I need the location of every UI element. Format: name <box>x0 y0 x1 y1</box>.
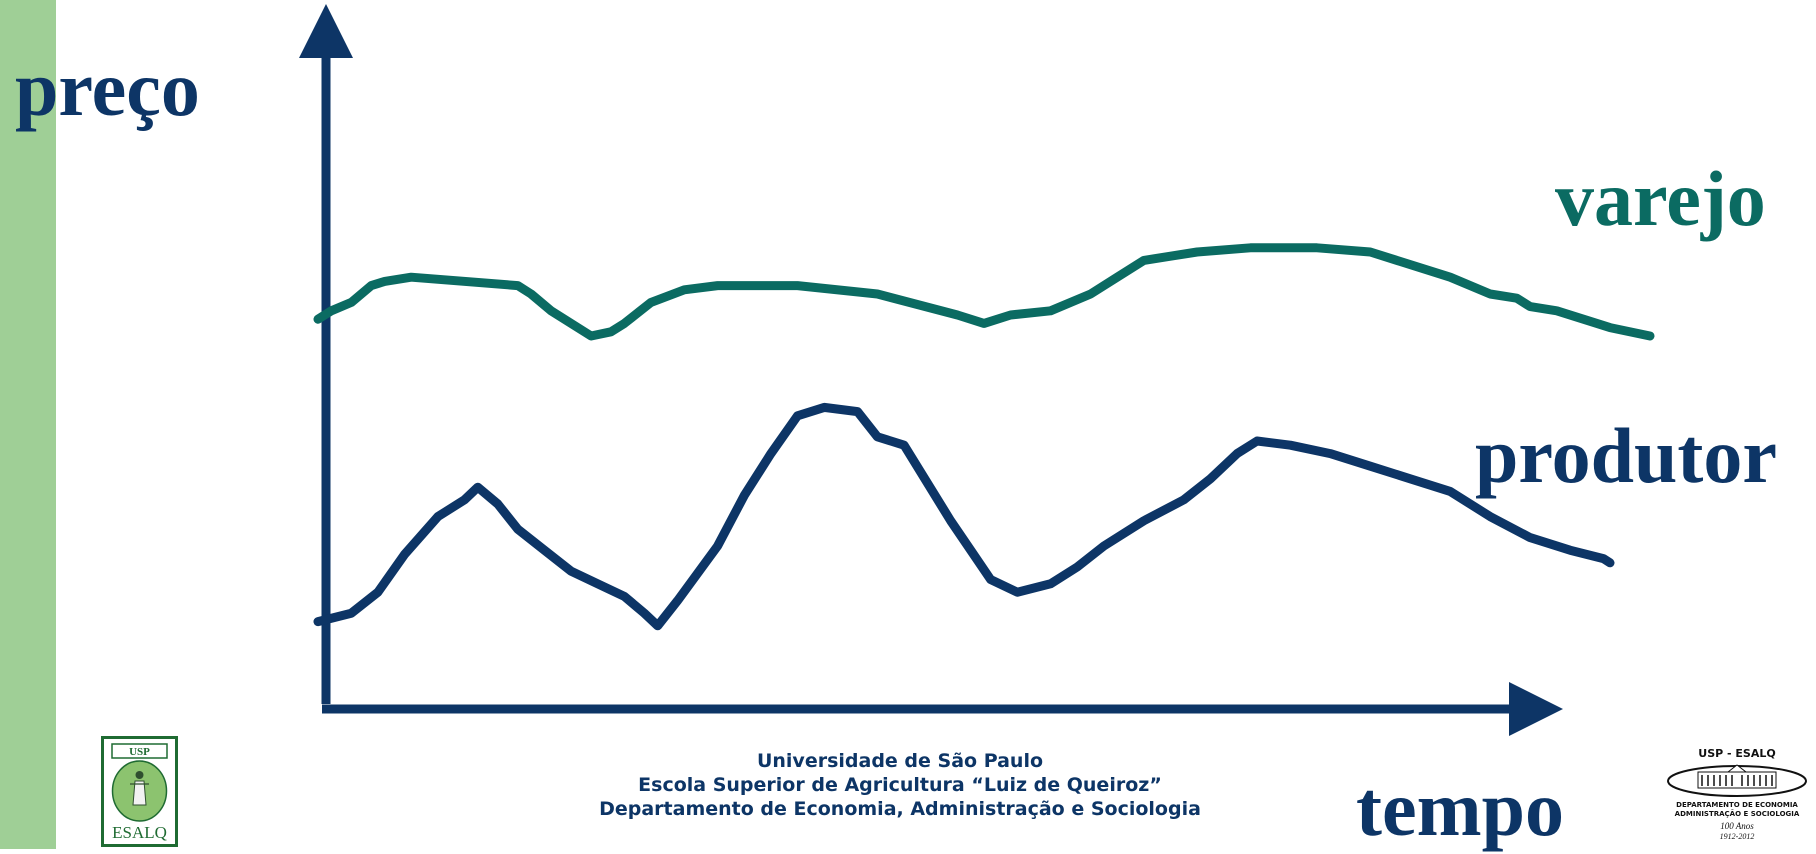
logo-right-years: 100 Anos <box>1720 821 1754 831</box>
footer-school: Escola Superior de Agricultura “Luiz de … <box>638 774 1162 796</box>
footer-university: Universidade de São Paulo <box>756 750 1044 772</box>
footer-department: Departamento de Economia, Administração … <box>599 798 1201 820</box>
logo-esalq-text: ESALQ <box>112 823 167 842</box>
institution-footer: Universidade de São Paulo Escola Superio… <box>560 749 1240 821</box>
y-axis-label: preço <box>15 45 200 132</box>
x-axis-label: tempo <box>1356 765 1564 852</box>
series-line-produtor <box>313 402 1615 631</box>
logo-right-dept-line1: DEPARTAMENTO DE ECONOMIA <box>1676 801 1798 809</box>
series-line-varejo <box>313 243 1655 341</box>
logo-usp-text: USP <box>129 746 150 758</box>
logo-right-title: USP - ESALQ <box>1698 747 1775 760</box>
esalq-logo: USP ESALQ <box>101 736 178 847</box>
logo-right-period: 1912-2012 <box>1720 832 1755 841</box>
series-label-varejo: varejo <box>1555 155 1766 242</box>
dept-centenary-logo: USP - ESALQ DEPARTAMENTO DE ECONOMIA ADM… <box>1658 745 1816 849</box>
slide-side-bar <box>0 0 56 849</box>
series-label-produtor: produtor <box>1475 412 1777 499</box>
logo-right-dept-line2: ADMINISTRAÇÃO E SOCIOLOGIA <box>1675 809 1800 818</box>
